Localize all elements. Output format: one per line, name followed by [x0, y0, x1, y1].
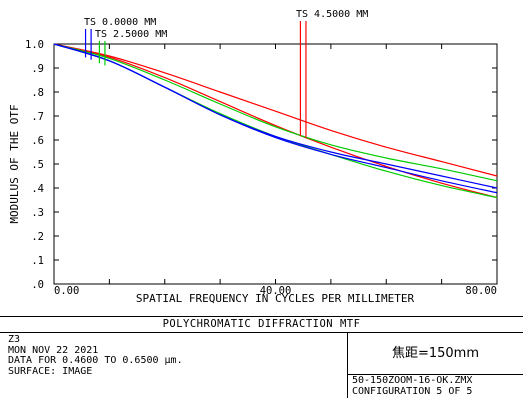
info-line-wavelength: DATA FOR 0.4600 TO 0.6500 μm.	[8, 355, 183, 366]
x-axis-label: SPATIAL FREQUENCY IN CYCLES PER MILLIMET…	[136, 292, 415, 305]
y-tick-label: .7	[31, 111, 44, 123]
info-line-date: MON NOV 22 2021	[8, 344, 99, 356]
mtf-series-line-2	[53, 43, 498, 199]
info-line-design: Z3	[8, 334, 21, 345]
field-marker-label: TS 2.5000 MM	[95, 29, 167, 40]
info-line-surface: SURFACE: IMAGE	[8, 365, 93, 377]
y-tick-label: .9	[31, 63, 44, 75]
x-axis-ticks: 0.00 40.00 80.00	[53, 44, 498, 297]
x-tick-label: 0.00	[54, 285, 79, 297]
field-marker-label: TS 0.0000 MM	[84, 17, 156, 28]
info-details: Z3 MON NOV 22 2021 DATA FOR 0.4600 TO 0.…	[8, 334, 183, 377]
mtf-series-line-4	[53, 43, 498, 199]
y-tick-label: 1.0	[25, 39, 44, 51]
mtf-series-line-6	[53, 43, 498, 194]
mtf-chart: .0 .1 .2 .3 .4 .5 .6 .7 .8 .9 1.0 0.00 40.00 80.00 T…	[8, 9, 498, 305]
y-tick-label: .0	[31, 279, 44, 291]
y-axis-ticks: .0 .1 .2 .3 .4 .5 .6 .7 .8 .9 1.0	[25, 39, 497, 291]
y-tick-label: .4	[31, 183, 44, 195]
y-tick-label: .5	[31, 159, 44, 171]
x-tick-label: 80.00	[465, 285, 497, 297]
y-tick-label: .8	[31, 87, 44, 99]
info-title: POLYCHROMATIC DIFFRACTION MTF	[0, 317, 523, 333]
y-tick-label: .2	[31, 231, 44, 243]
file-info: 50-150ZOOM-16-OK.ZMX CONFIGURATION 5 OF …	[352, 375, 473, 397]
configuration-label: CONFIGURATION 5 OF 5	[352, 385, 473, 397]
y-axis-label: MODULUS OF THE OTF	[8, 104, 21, 223]
series-layer	[53, 43, 498, 199]
info-panel: POLYCHROMATIC DIFFRACTION MTF Z3 MON NOV…	[0, 316, 523, 398]
x-tick-label: 40.00	[260, 285, 292, 297]
field-marker-label: TS 4.5000 MM	[296, 9, 368, 20]
file-name: 50-150ZOOM-16-OK.ZMX	[352, 375, 473, 386]
mtf-series-line-1	[53, 43, 498, 177]
y-tick-label: .6	[31, 135, 44, 147]
focal-length-label: 焦距=150mm	[348, 333, 523, 375]
plot-frame	[53, 43, 498, 285]
mtf-series-line-3	[53, 43, 498, 182]
y-tick-label: .3	[31, 207, 44, 219]
info-divider	[347, 333, 348, 398]
y-tick-label: .1	[31, 255, 44, 267]
